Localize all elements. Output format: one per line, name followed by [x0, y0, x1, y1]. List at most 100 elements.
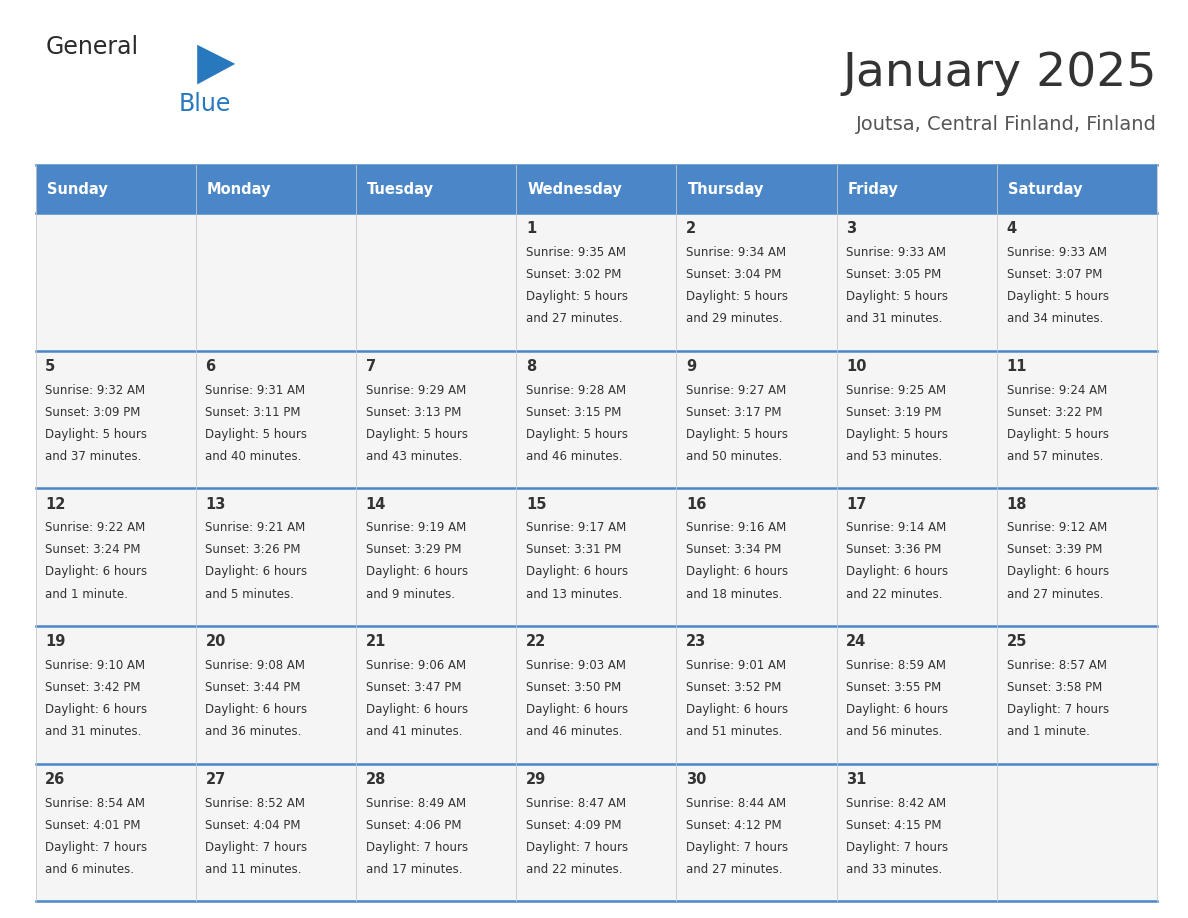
Text: 21: 21: [366, 634, 386, 649]
Text: Daylight: 5 hours: Daylight: 5 hours: [366, 428, 468, 441]
Text: and 33 minutes.: and 33 minutes.: [846, 863, 942, 876]
Text: Sunrise: 9:28 AM: Sunrise: 9:28 AM: [526, 384, 626, 397]
Text: Daylight: 7 hours: Daylight: 7 hours: [526, 841, 628, 854]
FancyBboxPatch shape: [676, 213, 836, 351]
Text: and 27 minutes.: and 27 minutes.: [1006, 588, 1102, 600]
Text: 26: 26: [45, 772, 65, 787]
Text: Sunset: 3:22 PM: Sunset: 3:22 PM: [1006, 406, 1102, 419]
Text: and 46 minutes.: and 46 minutes.: [526, 725, 623, 738]
Text: 23: 23: [687, 634, 707, 649]
Text: Daylight: 6 hours: Daylight: 6 hours: [45, 565, 147, 578]
Text: Sunrise: 9:31 AM: Sunrise: 9:31 AM: [206, 384, 305, 397]
FancyBboxPatch shape: [196, 165, 356, 213]
Text: Sunset: 4:12 PM: Sunset: 4:12 PM: [687, 819, 782, 832]
Text: Sunrise: 9:08 AM: Sunrise: 9:08 AM: [206, 659, 305, 672]
Text: Sunset: 4:04 PM: Sunset: 4:04 PM: [206, 819, 301, 832]
Text: Sunrise: 9:22 AM: Sunrise: 9:22 AM: [45, 521, 145, 534]
Text: and 9 minutes.: and 9 minutes.: [366, 588, 455, 600]
Text: 12: 12: [45, 497, 65, 511]
Text: and 27 minutes.: and 27 minutes.: [526, 312, 623, 325]
FancyBboxPatch shape: [676, 764, 836, 901]
Text: 8: 8: [526, 359, 536, 374]
Text: Sunrise: 9:35 AM: Sunrise: 9:35 AM: [526, 246, 626, 259]
Text: Sunrise: 8:42 AM: Sunrise: 8:42 AM: [846, 797, 947, 810]
Text: Daylight: 7 hours: Daylight: 7 hours: [687, 841, 788, 854]
Text: Daylight: 7 hours: Daylight: 7 hours: [366, 841, 468, 854]
FancyBboxPatch shape: [836, 213, 997, 351]
Text: Sunset: 3:26 PM: Sunset: 3:26 PM: [206, 543, 301, 556]
Text: Daylight: 7 hours: Daylight: 7 hours: [1006, 703, 1108, 716]
Text: January 2025: January 2025: [842, 50, 1157, 95]
Text: Sunset: 3:11 PM: Sunset: 3:11 PM: [206, 406, 301, 419]
Text: Sunset: 3:19 PM: Sunset: 3:19 PM: [846, 406, 942, 419]
Text: and 6 minutes.: and 6 minutes.: [45, 863, 134, 876]
FancyBboxPatch shape: [196, 626, 356, 764]
Text: Daylight: 6 hours: Daylight: 6 hours: [687, 565, 788, 578]
Text: Sunset: 4:06 PM: Sunset: 4:06 PM: [366, 819, 461, 832]
Text: and 5 minutes.: and 5 minutes.: [206, 588, 295, 600]
FancyBboxPatch shape: [356, 165, 517, 213]
Text: Sunset: 3:05 PM: Sunset: 3:05 PM: [846, 268, 942, 281]
FancyBboxPatch shape: [36, 165, 196, 213]
FancyBboxPatch shape: [196, 764, 356, 901]
Text: 6: 6: [206, 359, 215, 374]
Text: Sunrise: 9:06 AM: Sunrise: 9:06 AM: [366, 659, 466, 672]
Text: Daylight: 6 hours: Daylight: 6 hours: [846, 703, 948, 716]
FancyBboxPatch shape: [517, 488, 676, 626]
Text: 18: 18: [1006, 497, 1026, 511]
Text: Sunrise: 8:54 AM: Sunrise: 8:54 AM: [45, 797, 145, 810]
Text: Daylight: 7 hours: Daylight: 7 hours: [846, 841, 948, 854]
Text: Sunset: 3:36 PM: Sunset: 3:36 PM: [846, 543, 942, 556]
FancyBboxPatch shape: [517, 626, 676, 764]
Text: 19: 19: [45, 634, 65, 649]
Text: Sunset: 3:42 PM: Sunset: 3:42 PM: [45, 681, 140, 694]
FancyBboxPatch shape: [517, 351, 676, 488]
Text: Sunset: 3:50 PM: Sunset: 3:50 PM: [526, 681, 621, 694]
Text: and 31 minutes.: and 31 minutes.: [45, 725, 141, 738]
Text: Sunrise: 9:29 AM: Sunrise: 9:29 AM: [366, 384, 466, 397]
FancyBboxPatch shape: [356, 351, 517, 488]
Text: Daylight: 5 hours: Daylight: 5 hours: [846, 428, 948, 441]
Text: Saturday: Saturday: [1009, 182, 1082, 196]
Text: Daylight: 6 hours: Daylight: 6 hours: [846, 565, 948, 578]
Text: 13: 13: [206, 497, 226, 511]
Text: Sunset: 3:47 PM: Sunset: 3:47 PM: [366, 681, 461, 694]
FancyBboxPatch shape: [997, 488, 1157, 626]
FancyBboxPatch shape: [196, 351, 356, 488]
Text: 17: 17: [846, 497, 867, 511]
Text: Sunrise: 9:12 AM: Sunrise: 9:12 AM: [1006, 521, 1107, 534]
FancyBboxPatch shape: [676, 351, 836, 488]
Text: 9: 9: [687, 359, 696, 374]
Text: Friday: Friday: [848, 182, 898, 196]
Text: Sunrise: 9:19 AM: Sunrise: 9:19 AM: [366, 521, 466, 534]
FancyBboxPatch shape: [196, 213, 356, 351]
Text: Daylight: 6 hours: Daylight: 6 hours: [526, 565, 628, 578]
FancyBboxPatch shape: [836, 488, 997, 626]
Text: Sunset: 3:31 PM: Sunset: 3:31 PM: [526, 543, 621, 556]
Text: Sunset: 4:15 PM: Sunset: 4:15 PM: [846, 819, 942, 832]
Text: Joutsa, Central Finland, Finland: Joutsa, Central Finland, Finland: [857, 116, 1157, 134]
Text: Sunrise: 9:03 AM: Sunrise: 9:03 AM: [526, 659, 626, 672]
Text: Sunset: 3:13 PM: Sunset: 3:13 PM: [366, 406, 461, 419]
Text: Thursday: Thursday: [688, 182, 764, 196]
FancyBboxPatch shape: [196, 488, 356, 626]
Text: Sunset: 3:17 PM: Sunset: 3:17 PM: [687, 406, 782, 419]
FancyBboxPatch shape: [997, 626, 1157, 764]
FancyBboxPatch shape: [676, 488, 836, 626]
FancyBboxPatch shape: [356, 764, 517, 901]
Text: Sunrise: 9:32 AM: Sunrise: 9:32 AM: [45, 384, 145, 397]
FancyBboxPatch shape: [36, 213, 196, 351]
FancyBboxPatch shape: [836, 165, 997, 213]
Text: Sunset: 3:34 PM: Sunset: 3:34 PM: [687, 543, 782, 556]
Polygon shape: [197, 45, 235, 84]
Text: Sunrise: 9:34 AM: Sunrise: 9:34 AM: [687, 246, 786, 259]
Text: and 43 minutes.: and 43 minutes.: [366, 450, 462, 463]
Text: Sunrise: 9:10 AM: Sunrise: 9:10 AM: [45, 659, 145, 672]
Text: and 22 minutes.: and 22 minutes.: [526, 863, 623, 876]
Text: and 57 minutes.: and 57 minutes.: [1006, 450, 1102, 463]
Text: Daylight: 5 hours: Daylight: 5 hours: [846, 290, 948, 303]
Text: Daylight: 5 hours: Daylight: 5 hours: [687, 290, 788, 303]
FancyBboxPatch shape: [836, 351, 997, 488]
Text: Daylight: 6 hours: Daylight: 6 hours: [366, 565, 468, 578]
Text: Sunset: 3:58 PM: Sunset: 3:58 PM: [1006, 681, 1101, 694]
